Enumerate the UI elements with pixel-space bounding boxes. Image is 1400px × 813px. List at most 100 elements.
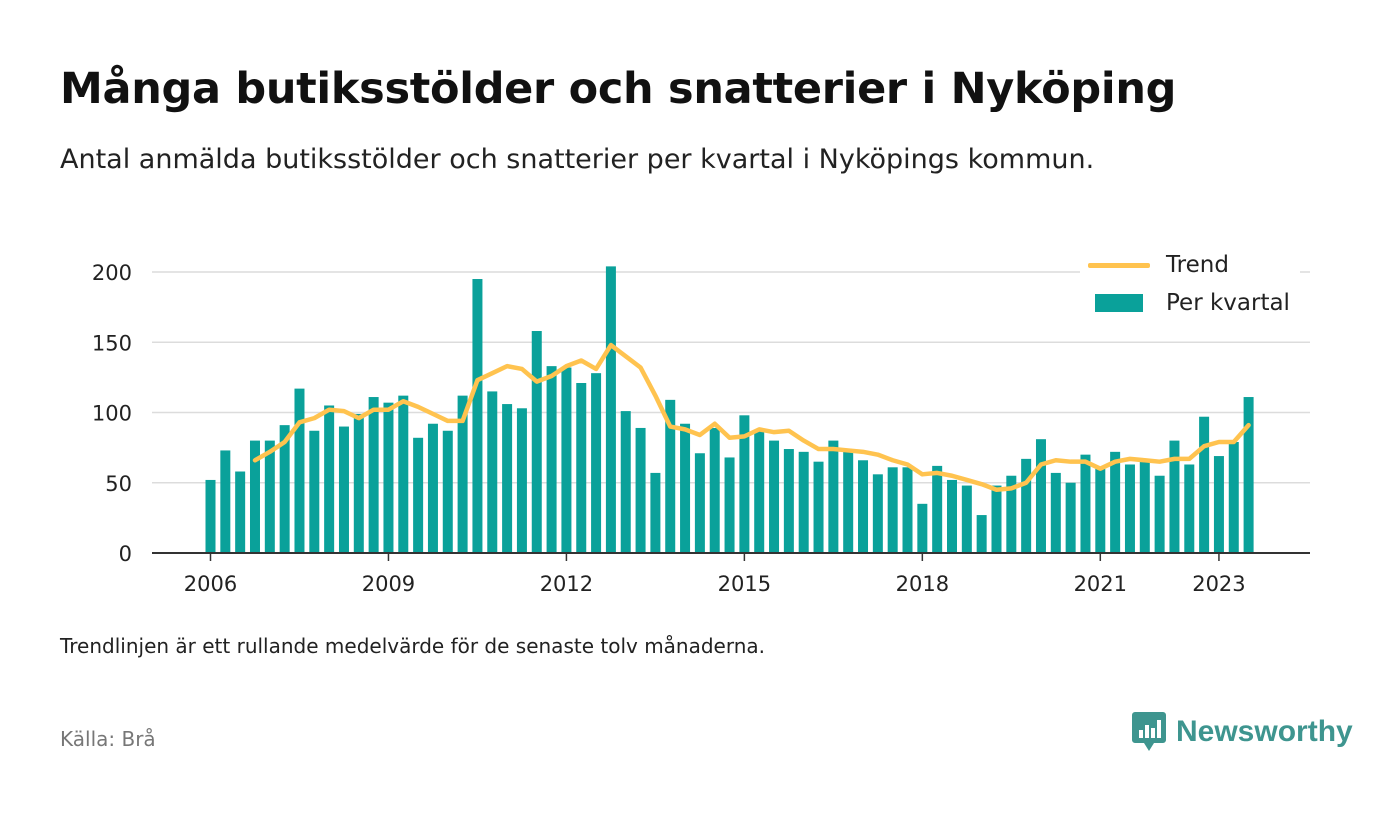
- chart-plot: 0 50 100 150 200 2006 2009 2012 2015 2018 2021 2023: [92, 261, 1310, 596]
- legend-item-per-kvartal: Per kvartal: [1088, 284, 1290, 322]
- bar: [947, 479, 957, 553]
- newsworthy-logo-text: Newsworthy: [1176, 715, 1353, 748]
- y-tick-label: 150: [92, 331, 132, 355]
- bar: [1080, 454, 1091, 553]
- bar: [309, 430, 320, 553]
- bar: [709, 427, 720, 553]
- bar: [858, 460, 869, 553]
- newsworthy-logo[interactable]: Newsworthy: [1132, 712, 1353, 752]
- bar: [1065, 482, 1076, 553]
- bar: [353, 413, 364, 553]
- bar: [620, 411, 631, 554]
- bar: [1124, 464, 1135, 554]
- bar: [1243, 397, 1254, 553]
- bar: [872, 474, 883, 553]
- bar: [1169, 440, 1180, 553]
- bar: [531, 331, 542, 553]
- legend-label-per-kvartal: Per kvartal: [1166, 290, 1290, 316]
- bar: [457, 395, 468, 553]
- bar: [235, 471, 246, 553]
- bar: [249, 440, 260, 553]
- y-tick-label: 100: [92, 402, 132, 426]
- bar: [205, 479, 216, 553]
- legend-item-trend: Trend: [1088, 246, 1290, 284]
- bar: [605, 266, 616, 553]
- x-axis: [152, 552, 1310, 561]
- bar: [427, 423, 438, 553]
- newsworthy-logo-icon: [1132, 712, 1166, 751]
- x-tick-label: 2006: [184, 572, 237, 596]
- bar: [635, 427, 646, 553]
- bar: [338, 426, 349, 553]
- bar: [991, 485, 1002, 553]
- bar: [798, 451, 809, 553]
- bar: [902, 467, 913, 553]
- x-tick-label: 2012: [540, 572, 593, 596]
- bar: [1184, 464, 1195, 554]
- bar: [368, 397, 379, 553]
- bar: [516, 408, 527, 553]
- bar: [1006, 475, 1017, 554]
- bar: [680, 423, 691, 553]
- bar: [813, 461, 824, 554]
- bar: [487, 391, 498, 553]
- trend-series: [252, 342, 1251, 493]
- bar: [783, 449, 794, 553]
- bar: [1213, 456, 1224, 554]
- bar: [383, 402, 394, 553]
- bar: [591, 373, 602, 553]
- bar: [413, 437, 424, 553]
- x-tick-label: 2009: [362, 572, 415, 596]
- bar: [1139, 461, 1150, 554]
- bar: [754, 430, 765, 553]
- bar-series: [205, 266, 1254, 554]
- bar: [576, 383, 587, 553]
- trend-footnote: Trendlinjen är ett rullande medelvärde f…: [60, 634, 766, 658]
- bar: [220, 450, 231, 553]
- bar: [917, 503, 928, 553]
- bar: [976, 515, 987, 554]
- bar: [1154, 475, 1165, 554]
- bar: [739, 415, 750, 553]
- bar: [1021, 458, 1032, 554]
- bar: [769, 440, 780, 553]
- bar: [665, 399, 676, 554]
- bar: [561, 367, 572, 553]
- bar: [932, 465, 943, 553]
- bar: [828, 440, 839, 553]
- y-tick-label: 0: [119, 542, 132, 566]
- bar: [694, 453, 705, 553]
- bar: [442, 430, 453, 553]
- legend-swatch-trend: [1088, 262, 1150, 268]
- x-tick-label: 2021: [1074, 572, 1127, 596]
- legend-swatch-per-kvartal: [1095, 294, 1143, 312]
- y-tick-label: 200: [92, 261, 132, 285]
- bar: [324, 405, 335, 554]
- chart-title: Många butiksstölder och snatterier i Nyk…: [60, 64, 1177, 114]
- bar: [279, 425, 290, 553]
- bar: [398, 395, 409, 553]
- x-tick-label: 2023: [1192, 572, 1245, 596]
- bar: [887, 467, 898, 553]
- x-tick-label: 2018: [896, 572, 949, 596]
- axis-labels: 0 50 100 150 200 2006 2009 2012 2015 2018 2021 2023: [92, 261, 1246, 596]
- bar: [264, 440, 275, 553]
- bar: [1199, 416, 1210, 553]
- source-credit: Källa: Brå: [60, 727, 156, 751]
- bar: [502, 404, 513, 553]
- bar: [1095, 468, 1106, 553]
- bar: [294, 388, 305, 553]
- bar: [1035, 439, 1046, 553]
- chart-subtitle: Antal anmälda butiksstölder och snatteri…: [60, 144, 1095, 175]
- bar: [724, 457, 735, 553]
- bar: [843, 451, 854, 553]
- legend-label-trend: Trend: [1166, 252, 1229, 278]
- legend: Trend Per kvartal: [1080, 242, 1300, 326]
- bar: [1228, 442, 1239, 553]
- x-tick-label: 2015: [718, 572, 771, 596]
- bar: [961, 485, 972, 553]
- y-tick-label: 50: [105, 472, 132, 496]
- bar: [546, 366, 557, 553]
- trend-line: [252, 342, 1251, 493]
- bar: [472, 279, 483, 553]
